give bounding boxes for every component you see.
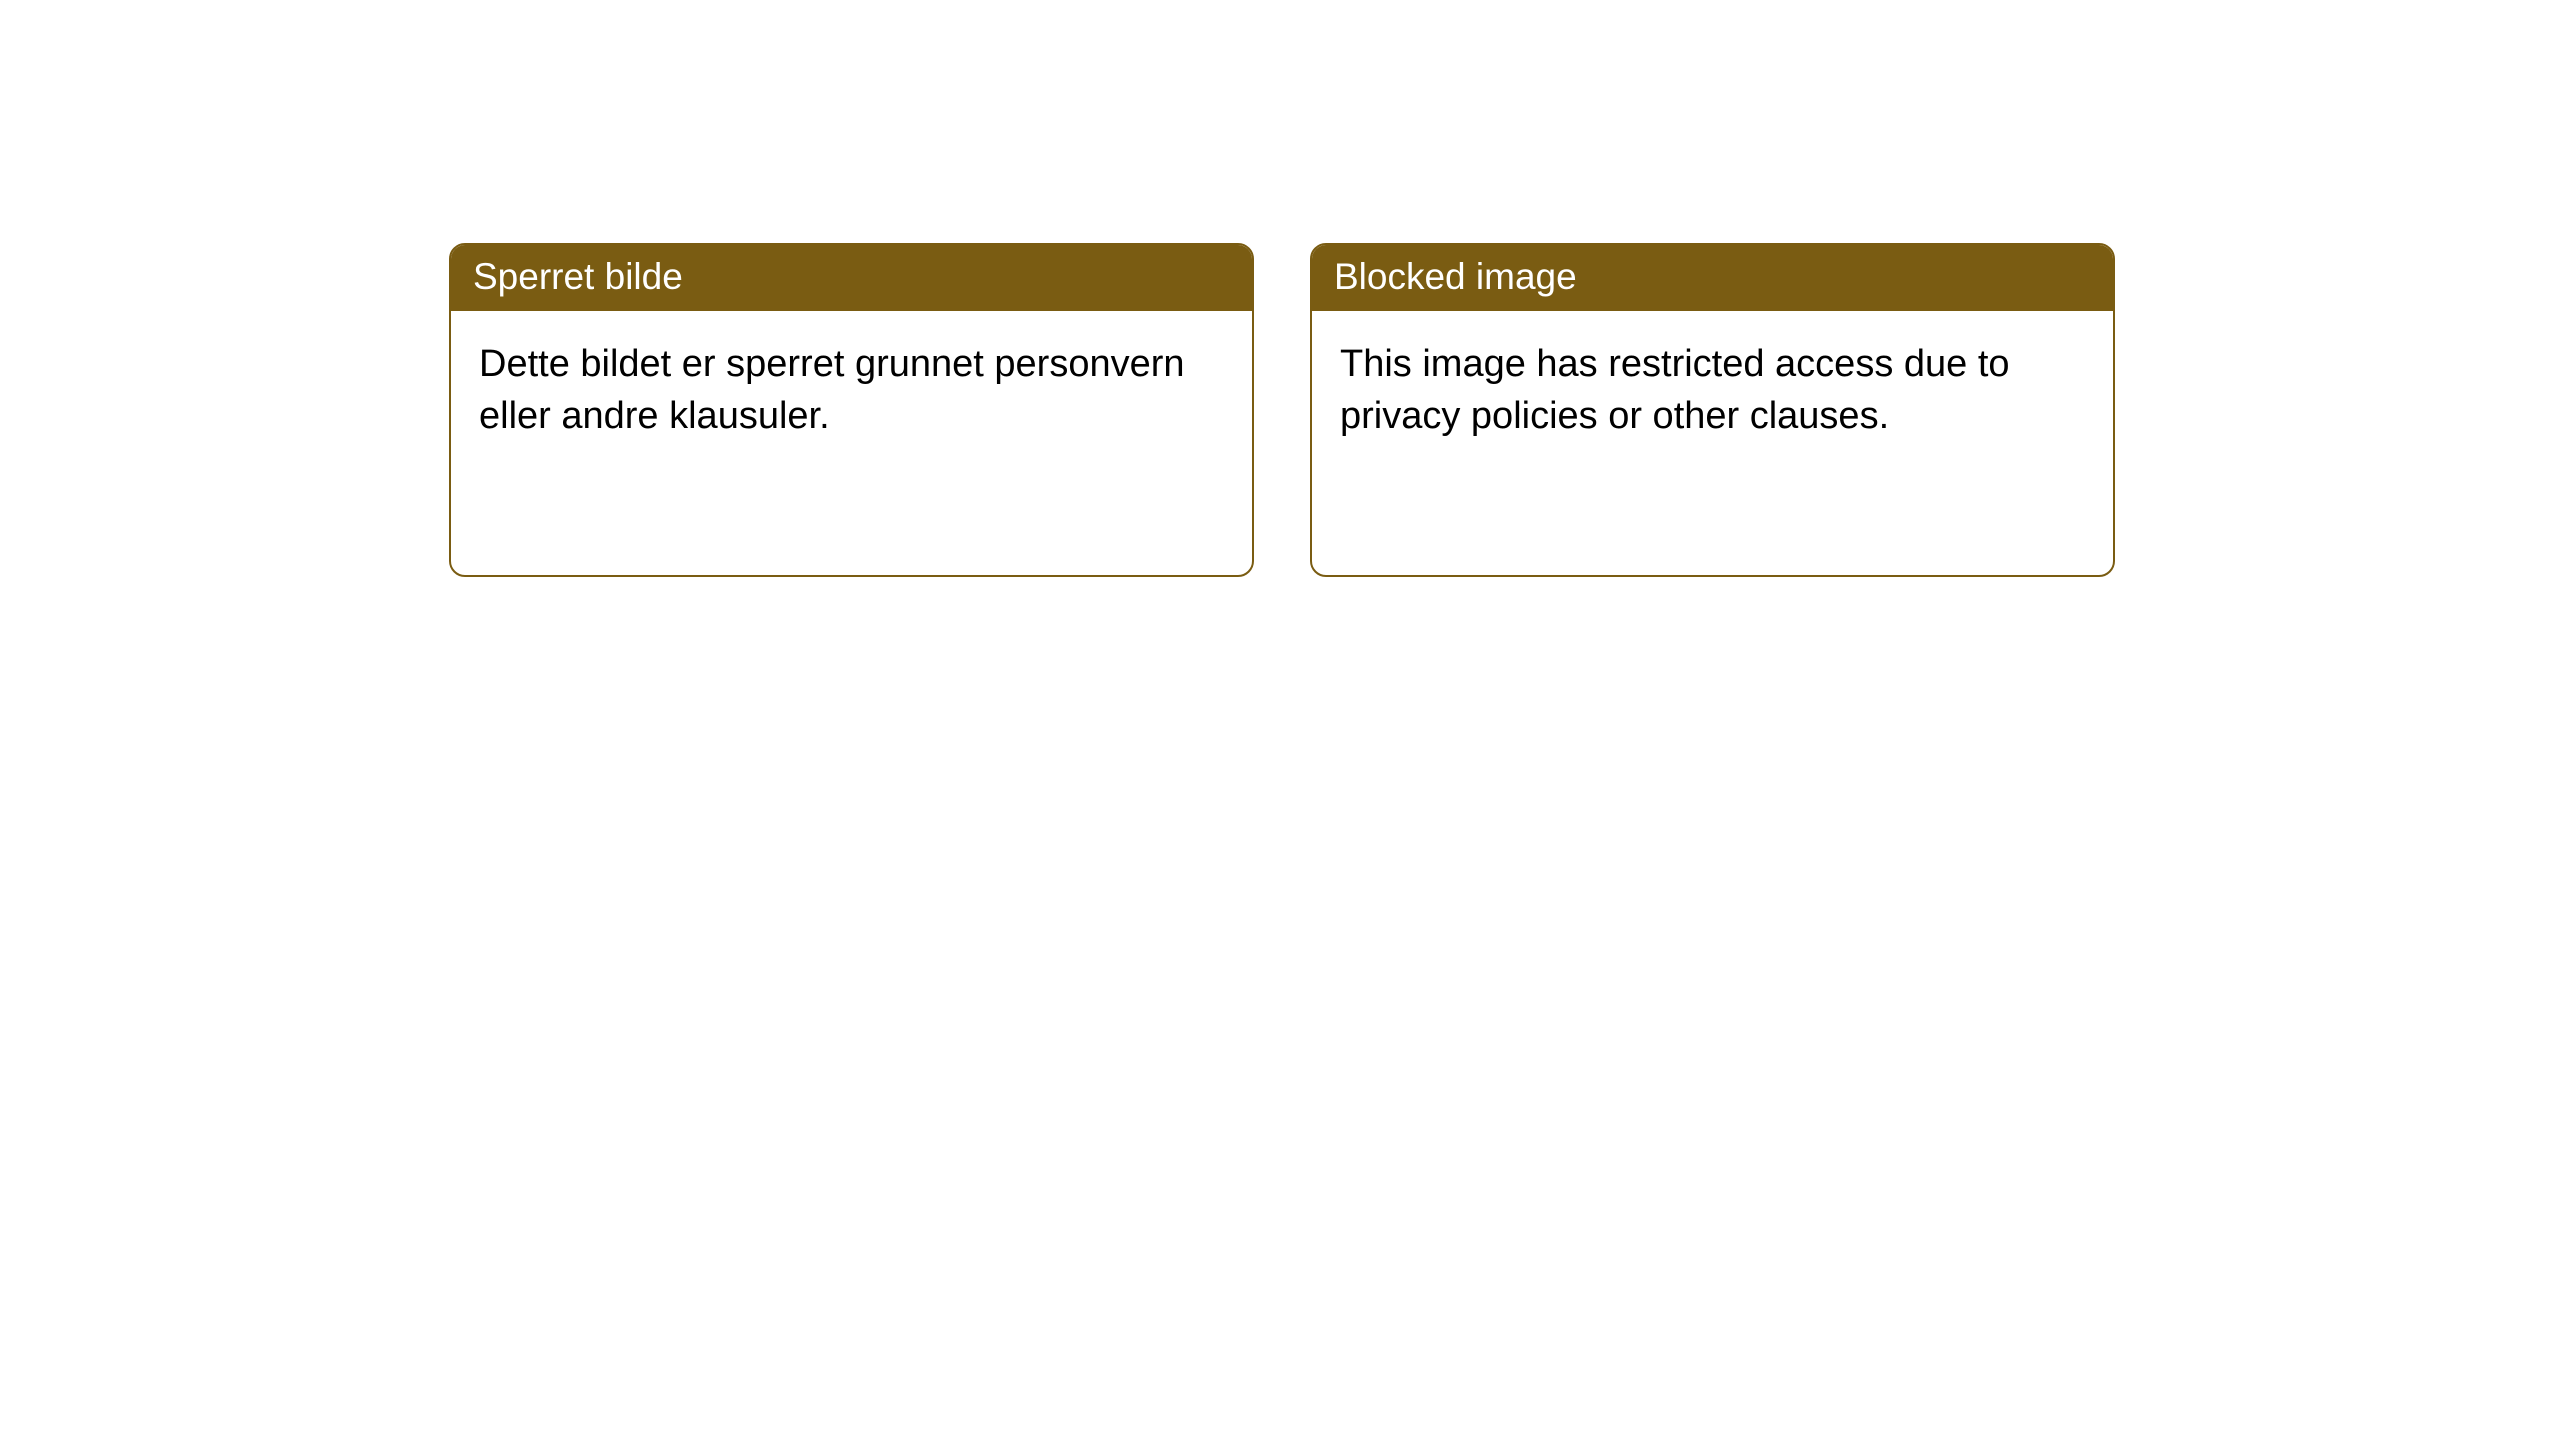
notice-message: Dette bildet er sperret grunnet personve… bbox=[479, 343, 1185, 436]
notice-card-header: Blocked image bbox=[1312, 245, 2113, 311]
notice-card-english: Blocked image This image has restricted … bbox=[1310, 243, 2115, 577]
notice-title: Blocked image bbox=[1334, 256, 1577, 297]
notice-card-header: Sperret bilde bbox=[451, 245, 1252, 311]
notice-card-body: Dette bildet er sperret grunnet personve… bbox=[451, 311, 1252, 575]
notice-message: This image has restricted access due to … bbox=[1340, 343, 2010, 436]
notice-card-body: This image has restricted access due to … bbox=[1312, 311, 2113, 575]
notice-title: Sperret bilde bbox=[473, 256, 683, 297]
notice-card-norwegian: Sperret bilde Dette bildet er sperret gr… bbox=[449, 243, 1254, 577]
notice-card-container: Sperret bilde Dette bildet er sperret gr… bbox=[449, 243, 2115, 577]
